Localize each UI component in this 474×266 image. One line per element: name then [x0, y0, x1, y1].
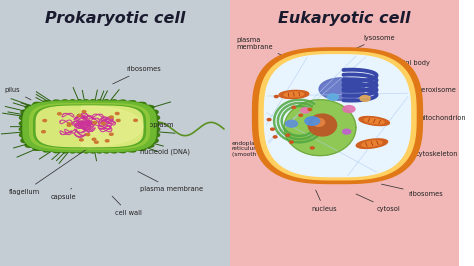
- Ellipse shape: [359, 117, 390, 126]
- Text: ribosomes: ribosomes: [113, 66, 161, 84]
- Text: ribosomes: ribosomes: [382, 184, 443, 197]
- Text: nucleus: nucleus: [311, 190, 337, 212]
- Circle shape: [290, 141, 293, 143]
- Circle shape: [305, 117, 319, 125]
- Polygon shape: [23, 101, 156, 152]
- FancyBboxPatch shape: [0, 0, 229, 266]
- Circle shape: [343, 129, 351, 134]
- FancyBboxPatch shape: [229, 0, 459, 266]
- Text: cytoskeleton: cytoskeleton: [397, 151, 458, 157]
- Circle shape: [360, 95, 370, 101]
- Circle shape: [286, 134, 290, 136]
- Ellipse shape: [313, 118, 325, 126]
- Text: lysosome: lysosome: [354, 35, 395, 49]
- Circle shape: [67, 124, 71, 126]
- Text: plasma
membrane: plasma membrane: [237, 37, 281, 55]
- Text: Eukaryotic cell: Eukaryotic cell: [278, 11, 410, 26]
- Circle shape: [42, 131, 46, 133]
- Polygon shape: [36, 106, 143, 147]
- Text: nucleoid (DNA): nucleoid (DNA): [94, 131, 190, 155]
- Text: nucleolus: nucleolus: [279, 150, 311, 174]
- Polygon shape: [284, 100, 356, 156]
- Circle shape: [271, 128, 274, 130]
- Text: endoplasmic
reticulum
(smooth & rough): endoplasmic reticulum (smooth & rough): [232, 133, 284, 157]
- Circle shape: [343, 106, 355, 113]
- Text: mitochondrion: mitochondrion: [403, 115, 465, 124]
- Text: cytoplasm: cytoplasm: [110, 110, 174, 128]
- Polygon shape: [34, 105, 146, 148]
- Ellipse shape: [284, 92, 303, 97]
- Circle shape: [116, 119, 120, 122]
- Circle shape: [93, 122, 97, 124]
- Circle shape: [267, 119, 271, 121]
- Ellipse shape: [308, 114, 337, 136]
- Text: capsule: capsule: [51, 188, 76, 200]
- Text: Golgi body: Golgi body: [380, 60, 430, 69]
- Circle shape: [82, 111, 86, 113]
- Ellipse shape: [365, 118, 384, 124]
- Circle shape: [301, 108, 310, 113]
- Polygon shape: [81, 106, 143, 147]
- Ellipse shape: [362, 141, 382, 147]
- Circle shape: [286, 120, 298, 127]
- Circle shape: [43, 119, 46, 122]
- Circle shape: [115, 113, 119, 115]
- Circle shape: [92, 138, 96, 140]
- Circle shape: [292, 106, 296, 108]
- Circle shape: [86, 134, 90, 136]
- Polygon shape: [19, 100, 160, 153]
- Polygon shape: [253, 48, 422, 184]
- Text: flagellum: flagellum: [9, 135, 108, 194]
- Text: plasma membrane: plasma membrane: [138, 172, 203, 192]
- Circle shape: [80, 139, 83, 141]
- Text: Prokaryotic cell: Prokaryotic cell: [45, 11, 185, 26]
- Circle shape: [109, 133, 113, 135]
- Text: peroxisome: peroxisome: [398, 88, 456, 98]
- Circle shape: [310, 147, 314, 149]
- Text: cytosol: cytosol: [356, 194, 400, 212]
- Circle shape: [328, 94, 338, 100]
- Polygon shape: [259, 52, 416, 180]
- Polygon shape: [29, 104, 149, 149]
- Circle shape: [101, 122, 105, 124]
- Circle shape: [58, 113, 61, 115]
- Circle shape: [273, 136, 277, 138]
- Ellipse shape: [356, 139, 388, 148]
- Circle shape: [67, 123, 71, 125]
- Circle shape: [94, 141, 98, 143]
- Ellipse shape: [279, 90, 309, 98]
- Circle shape: [105, 140, 109, 142]
- Text: pilus: pilus: [5, 88, 31, 100]
- Circle shape: [308, 109, 312, 111]
- Circle shape: [299, 114, 302, 116]
- Circle shape: [274, 95, 278, 98]
- Circle shape: [109, 116, 113, 118]
- Ellipse shape: [319, 78, 365, 101]
- Circle shape: [134, 119, 137, 121]
- Circle shape: [77, 114, 81, 117]
- Polygon shape: [264, 55, 410, 177]
- Text: cell wall: cell wall: [112, 196, 142, 216]
